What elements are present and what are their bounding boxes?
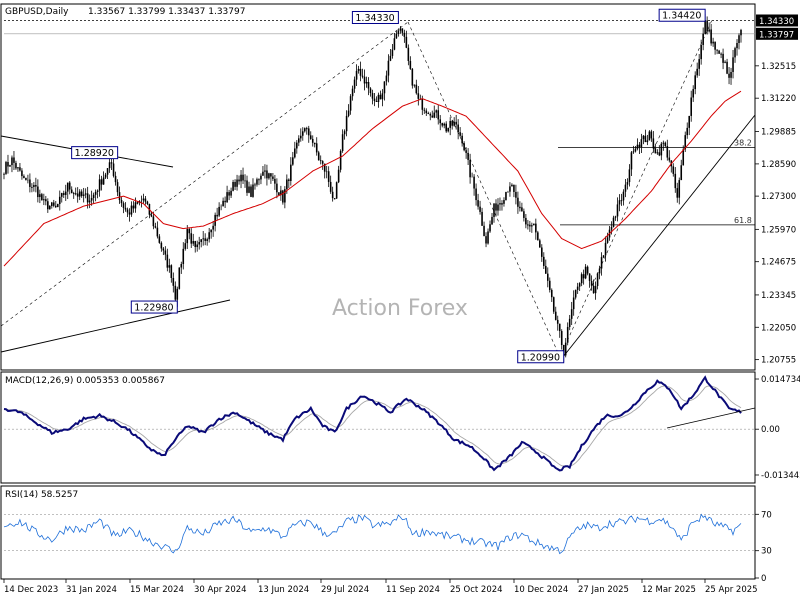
date-tick-label: 25 Oct 2024 — [450, 585, 503, 595]
dashed-channel-upper — [0, 21, 409, 327]
macd-tick-label: -0.013442 — [761, 471, 800, 481]
dashed-swing-up — [559, 19, 713, 358]
axis-group: 1.34330 1.33797 1.32515 1.31220 1.29885 1.285… — [3, 14, 800, 595]
watermark-text: Action Forex — [332, 296, 468, 321]
price-tick-label: 1.25970 — [761, 225, 796, 235]
date-tick-label: 30 Apr 2024 — [194, 585, 247, 595]
price-group: 38.2 61.8 1.28920 1.22980 1.34330 1.20990 1.34… — [0, 8, 756, 364]
rsi-group — [3, 513, 755, 555]
rsi-tick-label: 30 — [761, 547, 772, 557]
macd-tick-label: 0.014734 — [761, 375, 800, 385]
date-tick-label: 15 Mar 2024 — [130, 585, 184, 595]
macd-main-line — [3, 375, 742, 472]
date-tick-label: 31 Jan 2024 — [66, 585, 117, 595]
ohlc-readout: 1.33567 1.33799 1.33437 1.33797 — [88, 7, 245, 17]
rsi-tick-label: 70 — [761, 510, 772, 520]
price-panel-frame — [0, 3, 756, 371]
price-tick-label: 1.23345 — [761, 291, 796, 301]
fib-label-38.2: 38.2 — [734, 138, 752, 147]
annotation-label: 1.22980 — [134, 303, 173, 314]
price-tick-label: 1.34330 — [759, 17, 794, 27]
rsi-tick-label: 0 — [761, 574, 766, 584]
rsi-panel-frame — [0, 485, 756, 580]
annotation-box — [658, 8, 706, 22]
price-tick-label: 1.24675 — [761, 258, 796, 268]
annotation-box — [517, 350, 565, 364]
price-tick-label: 1.20755 — [761, 356, 796, 366]
annotation-box — [351, 10, 399, 24]
price-tick-label: 1.27300 — [761, 192, 796, 202]
moving-average-line — [3, 90, 742, 267]
date-tick-label: 29 Jul 2024 — [321, 585, 369, 595]
price-tag-bg — [756, 14, 798, 27]
price-tick-label: 1.28590 — [761, 160, 796, 170]
annotation-box — [130, 300, 178, 314]
annotation-label: 1.20990 — [521, 352, 560, 363]
price-tick-label: 1.33797 — [759, 30, 794, 40]
macd-title: MACD(12,26,9) 0.005353 0.005867 — [5, 376, 165, 386]
price-tick-label: 1.32515 — [761, 62, 796, 72]
dashed-swing-down — [407, 21, 561, 358]
rising-support-trendline — [562, 114, 756, 358]
lower-triangle-trendline — [0, 299, 231, 353]
price-tick-label: 1.29885 — [761, 128, 796, 138]
date-tick-label: 12 Mar 2025 — [642, 585, 696, 595]
date-tick-label: 10 Dec 2024 — [514, 585, 568, 595]
date-tick-label: 13 Jun 2024 — [258, 585, 309, 595]
fib-label-61.8: 61.8 — [734, 216, 752, 225]
macd-group — [3, 375, 756, 472]
price-tick-label: 1.22050 — [761, 323, 796, 333]
date-tick-label: 11 Sep 2024 — [386, 585, 440, 595]
symbol-label: GBPUSD,Daily — [5, 7, 69, 17]
date-tick-label: 25 Apr 2025 — [705, 585, 758, 595]
date-tick-label: 27 Jan 2025 — [578, 585, 629, 595]
rsi-line — [3, 513, 742, 555]
macd-trendline — [666, 407, 756, 429]
price-tick-label: 1.31220 — [761, 94, 796, 104]
annotation-label: 1.34420 — [662, 11, 701, 22]
price-tag-bg — [756, 27, 798, 40]
date-tick-label: 14 Dec 2023 — [4, 585, 58, 595]
annotation-label: 1.28920 — [75, 148, 114, 159]
annotation-label: 1.34330 — [355, 13, 394, 24]
macd-tick-label: 0.00 — [761, 425, 780, 435]
rsi-title: RSI(14) 58.5257 — [5, 490, 78, 500]
annotation-box — [71, 146, 119, 160]
macd-panel-frame — [0, 371, 756, 484]
